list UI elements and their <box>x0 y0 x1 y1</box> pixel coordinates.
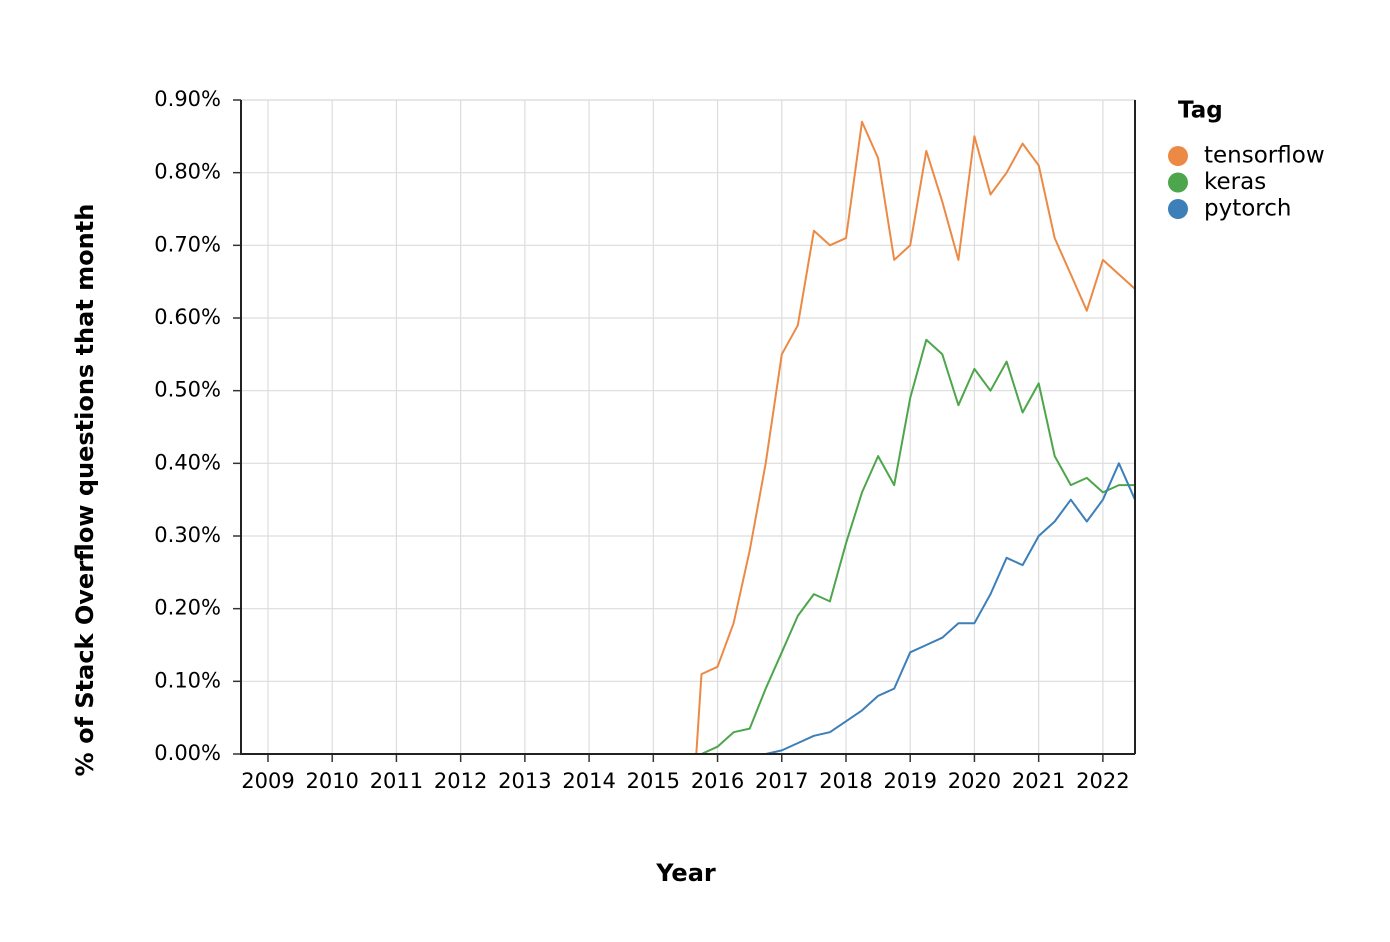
x-tick-label: 2016 <box>691 769 744 793</box>
legend-label: pytorch <box>1204 196 1291 222</box>
legend-title: Tag <box>1178 98 1223 124</box>
y-tick-label: 0.30% <box>154 523 221 547</box>
legend-swatch <box>1168 146 1188 166</box>
x-tick-label: 2020 <box>948 769 1001 793</box>
x-tick-label: 2011 <box>370 769 423 793</box>
x-tick-label: 2014 <box>562 769 615 793</box>
x-tick-label: 2009 <box>241 769 294 793</box>
x-axis-title: Year <box>655 859 716 887</box>
grid <box>240 99 1136 755</box>
plot-frame <box>240 99 1136 755</box>
legend-swatch <box>1168 172 1188 193</box>
y-tick-label: 0.20% <box>154 596 221 620</box>
lines <box>241 120 1136 755</box>
y-axis-title: % of Stack Overflow questions that month <box>71 204 99 777</box>
series-line <box>241 120 1136 755</box>
y-tick-label: 0.90% <box>154 87 221 111</box>
y-tick-label: 0.60% <box>154 305 221 329</box>
y-tick-label: 0.50% <box>154 378 221 402</box>
legend-label: keras <box>1204 169 1266 195</box>
x-tick-label: 2012 <box>434 769 487 793</box>
x-tick-label: 2018 <box>819 769 872 793</box>
x-tick-label: 2021 <box>1012 769 1065 793</box>
y-tick-label: 0.40% <box>154 450 221 474</box>
legend-label: tensorflow <box>1204 143 1325 169</box>
x-tick-label: 2013 <box>498 769 551 793</box>
legend-swatch <box>1168 199 1188 219</box>
x-tick-label: 2022 <box>1076 769 1129 793</box>
y-tick-label: 0.70% <box>154 232 221 256</box>
y-tick-label: 0.00% <box>154 741 221 765</box>
axes: 0.00% 0.10% 0.20% 0.30% 0.40% 0.50% 0.60% 0.70%… <box>154 87 1136 793</box>
x-tick-label: 2015 <box>627 769 680 793</box>
series-line <box>241 338 1135 755</box>
x-tick-label: 2019 <box>883 769 936 793</box>
x-tick-label: 2017 <box>755 769 808 793</box>
x-tick-label: 2010 <box>305 769 358 793</box>
y-tick-label: 0.10% <box>154 668 221 692</box>
y-tick-label: 0.80% <box>154 160 221 184</box>
